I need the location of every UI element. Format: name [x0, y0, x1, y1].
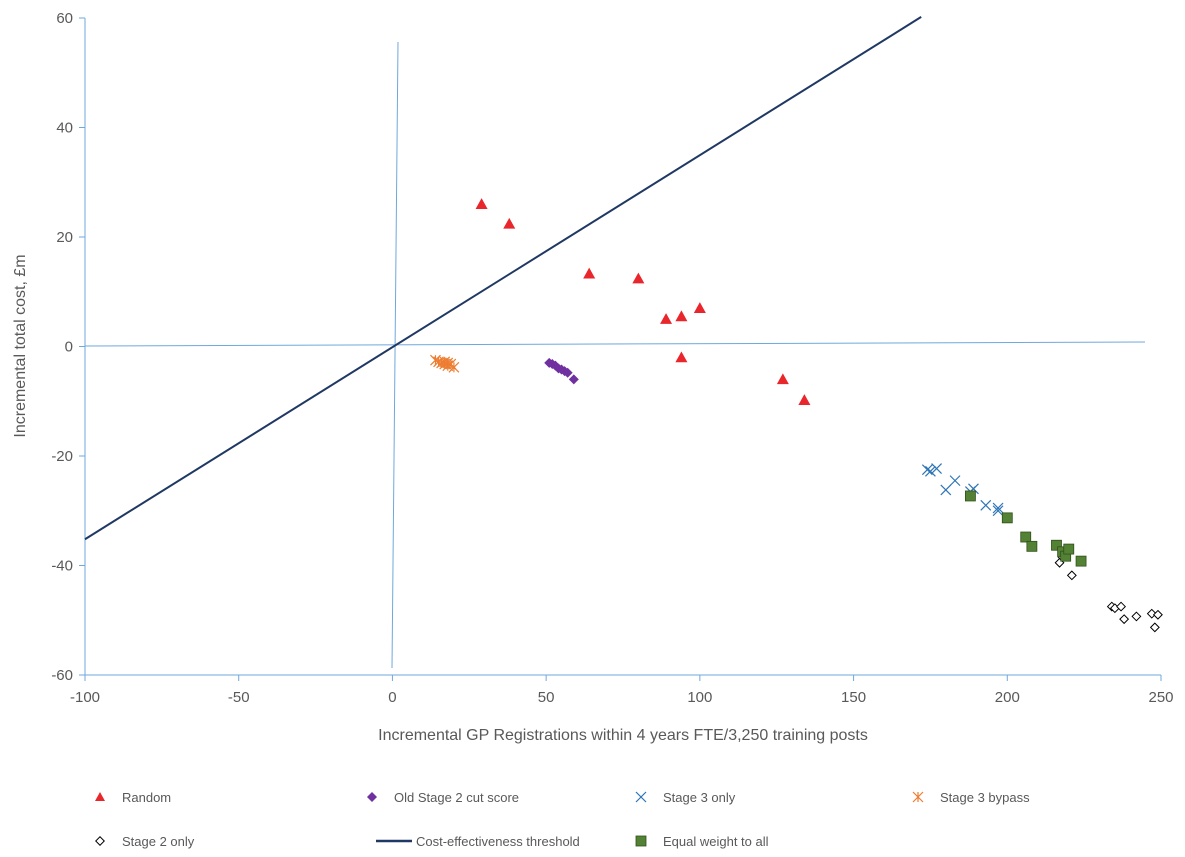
data-point [583, 267, 596, 279]
legend-label: Cost-effectiveness threshold [416, 834, 580, 849]
data-point [675, 310, 688, 322]
series-equal-weight-to-all [964, 490, 1087, 567]
legend-label: Stage 3 bypass [940, 790, 1030, 805]
data-point [660, 313, 673, 324]
legend-item: Stage 3 bypass [912, 790, 1030, 805]
series-old-stage-2-cut-score [544, 357, 579, 385]
y-tick-label: -40 [51, 558, 73, 575]
data-point [940, 484, 952, 496]
legend-label: Random [122, 790, 171, 805]
legend-marker [635, 791, 647, 803]
data-point [562, 367, 573, 378]
legend-item: Equal weight to all [635, 834, 769, 849]
y-tick-label: 20 [56, 229, 73, 246]
legend-marker [95, 836, 105, 846]
horizontal-zero-line [84, 341, 1146, 347]
y-tick-label: -20 [51, 448, 73, 465]
data-point [992, 502, 1004, 514]
y-tick-label: 60 [56, 10, 73, 27]
data-point [992, 505, 1004, 517]
data-point [448, 361, 460, 373]
legend: Random Old Stage 2 cut score Stage 3 only S… [95, 790, 1030, 849]
data-point [1149, 622, 1160, 633]
x-tick-label: 200 [995, 689, 1020, 706]
legend-label: Stage 3 only [663, 790, 736, 805]
legend-marker [912, 791, 924, 803]
points-layer [430, 198, 1163, 633]
data-point [1001, 512, 1013, 524]
data-point [1026, 540, 1038, 552]
x-tick-label: -50 [228, 689, 250, 706]
legend-label: Old Stage 2 cut score [394, 790, 519, 805]
data-point [931, 463, 943, 475]
data-point [1146, 608, 1157, 619]
data-point [1066, 570, 1077, 581]
y-axis-title: Incremental total cost, £m [12, 254, 29, 437]
data-point [1116, 601, 1126, 612]
axes-layer [84, 18, 1161, 676]
data-point [1063, 543, 1075, 555]
y-tick-label: 40 [56, 120, 73, 137]
cost-effectiveness-threshold-line [84, 16, 922, 541]
series-stage-3-bypass [430, 354, 460, 373]
x-tick-label: 250 [1148, 689, 1173, 706]
series-stage-2-only [1054, 552, 1163, 633]
data-point [568, 374, 579, 385]
legend-label: Equal weight to all [663, 834, 769, 849]
data-point [964, 490, 976, 502]
x-tick-label: -100 [70, 689, 100, 706]
data-point [1051, 539, 1062, 551]
data-point [949, 475, 961, 487]
data-point [776, 373, 789, 385]
legend-item: Random [95, 790, 171, 805]
legend-item: Stage 2 only [95, 834, 195, 849]
x-tick-label: 0 [388, 689, 396, 706]
data-point [1075, 555, 1087, 567]
x-axis-title: Incremental GP Registrations within 4 ye… [378, 727, 868, 744]
data-point [1131, 611, 1142, 622]
legend-item: Cost-effectiveness threshold [376, 834, 580, 849]
data-point [921, 464, 933, 476]
data-point [1119, 614, 1130, 625]
data-point [980, 499, 992, 511]
y-tick-label: -60 [51, 667, 73, 684]
data-point [1152, 609, 1163, 620]
legend-item: Stage 3 only [635, 790, 736, 805]
legend-marker [367, 792, 377, 802]
data-point [798, 394, 811, 405]
series-random [475, 198, 811, 405]
legend-marker [635, 835, 647, 847]
threshold-layer [84, 16, 922, 541]
y-tick-label: 0 [65, 339, 73, 356]
data-point [632, 272, 645, 284]
series-stage-3-only [921, 463, 1004, 517]
data-point [925, 465, 936, 477]
x-tick-label: 150 [841, 689, 866, 706]
vertical-zero-line [391, 41, 399, 669]
data-point [475, 198, 488, 209]
x-tick-label: 100 [687, 689, 712, 706]
x-tick-label: 50 [538, 689, 555, 706]
data-point [503, 217, 516, 229]
data-point [693, 302, 706, 313]
legend-label: Stage 2 only [122, 834, 195, 849]
data-point [1020, 531, 1032, 543]
legend-item: Old Stage 2 cut score [367, 790, 519, 805]
data-point [675, 351, 688, 363]
legend-marker [95, 792, 105, 801]
